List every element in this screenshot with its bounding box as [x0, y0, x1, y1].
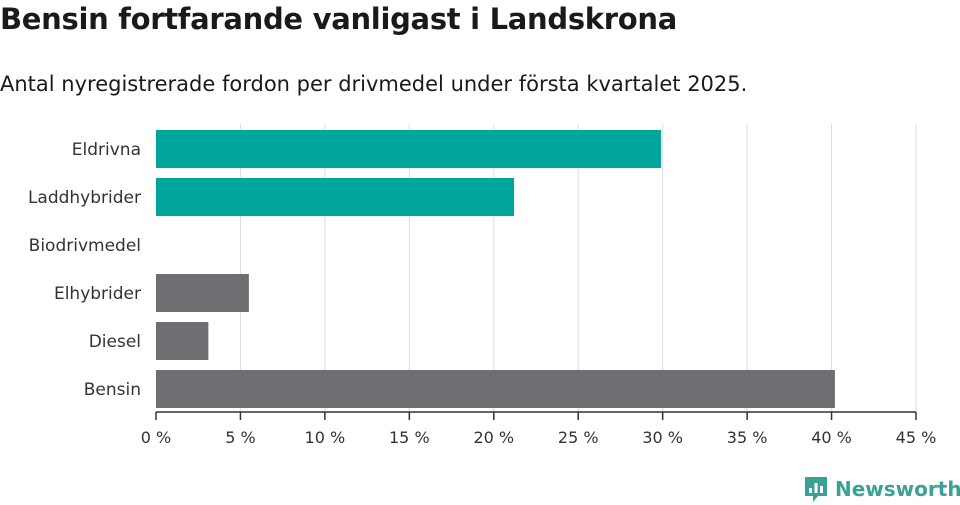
x-tick-label: 0 %: [141, 428, 171, 447]
brand-name: Newsworthy: [835, 477, 960, 501]
x-tick-label: 40 %: [811, 428, 852, 447]
bar-eldrivna: [156, 130, 661, 168]
x-tick-label: 15 %: [389, 428, 430, 447]
gridlines: [239, 124, 917, 412]
category-label: Elhybrider: [54, 284, 141, 304]
category-label: Biodrivmedel: [29, 236, 141, 256]
x-tick-label: 30 %: [642, 428, 683, 447]
category-label: Bensin: [84, 380, 141, 400]
bar-diesel: [156, 322, 209, 360]
category-label: Laddhybrider: [28, 188, 141, 208]
x-tick-label: 45 %: [896, 428, 937, 447]
category-label: Diesel: [89, 332, 141, 352]
x-tick-label: 5 %: [225, 428, 255, 447]
chart-title: Bensin fortfarande vanligast i Landskron…: [0, 2, 678, 36]
x-tick-label: 25 %: [558, 428, 599, 447]
chart-subtitle: Antal nyregistrerade fordon per drivmede…: [0, 72, 748, 96]
bars: [156, 130, 835, 408]
x-axis: 0 % 5 % 10 % 15 % 20 % 25 % 30 % 35 % 40 % 45 %: [141, 411, 937, 447]
x-tick-label: 10 %: [305, 428, 346, 447]
bar-chart: Eldrivna Laddhybrider Biodrivmedel Elhybrid…: [28, 124, 937, 447]
bar-elhybrider: [156, 274, 249, 312]
x-tick-label: 20 %: [473, 428, 514, 447]
x-tick-label: 35 %: [727, 428, 768, 447]
bar-laddhybrider: [156, 178, 515, 216]
category-labels: Eldrivna Laddhybrider Biodrivmedel Elhybrid…: [28, 140, 141, 400]
newsworthy-logo-icon: [805, 477, 827, 502]
category-label: Eldrivna: [72, 140, 141, 160]
brand-logo: Newsworthy: [803, 474, 960, 504]
bar-bensin: [156, 370, 835, 408]
